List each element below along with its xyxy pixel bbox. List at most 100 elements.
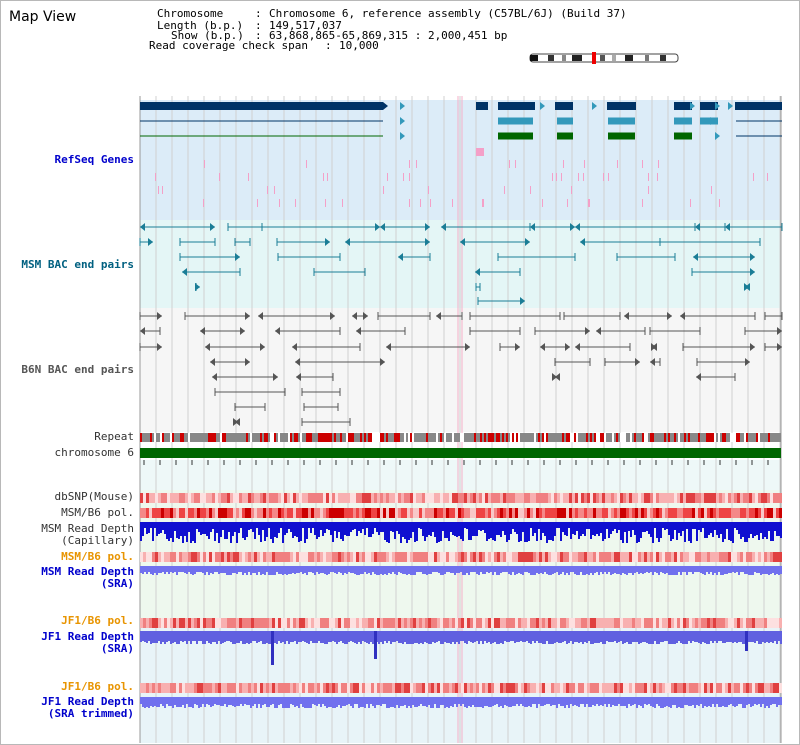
depth-bar [610, 522, 612, 534]
depth-bar [442, 631, 444, 644]
gene-exon [182, 135, 184, 137]
bac-end-marker [380, 223, 385, 231]
depth-bar [442, 522, 444, 531]
depth-bar [416, 697, 418, 707]
heatmap-cell [347, 508, 350, 518]
heatmap-cell [269, 618, 272, 628]
heatmap-cell [629, 493, 632, 503]
depth-bar [398, 631, 400, 643]
depth-bar [554, 522, 556, 536]
depth-bar [422, 522, 424, 536]
depth-bar [396, 697, 398, 705]
heatmap-cell [506, 552, 509, 562]
b6n-bac-label[interactable]: B6N BAC end pairs [21, 363, 134, 376]
heatmap-cell [362, 618, 365, 628]
heatmap-cell [779, 508, 782, 518]
bac-end-marker [667, 312, 672, 320]
heatmap-cell [149, 683, 152, 693]
heatmap-cell [341, 493, 344, 503]
gene-variant-tick [657, 173, 658, 181]
depth-bar [154, 522, 156, 528]
heatmap-cell [149, 493, 152, 503]
heatmap-cell [599, 683, 602, 693]
heatmap-cell [656, 618, 659, 628]
depth-bar [164, 697, 166, 708]
repeat-segment [546, 433, 548, 442]
heatmap-cell [479, 683, 482, 693]
repeat-segment [758, 433, 760, 442]
heatmap-cell [602, 683, 605, 693]
depth-bar [586, 697, 588, 704]
jf1-b6-pol-2-label: JF1/B6 pol. [61, 680, 134, 693]
depth-bar [162, 697, 164, 706]
depth-bar [162, 566, 164, 572]
heatmap-cell [692, 618, 695, 628]
heatmap-cell [563, 508, 566, 518]
heatmap-cell [398, 508, 401, 518]
gene-variant-tick [483, 199, 484, 207]
depth-bar [422, 566, 424, 574]
depth-bar [326, 631, 328, 644]
heatmap-cell [431, 552, 434, 562]
depth-bar [170, 522, 172, 538]
depth-bar [568, 631, 570, 643]
repeat-segment [404, 433, 406, 442]
heatmap-cell [314, 618, 317, 628]
depth-bar [586, 522, 588, 529]
heatmap-cell [752, 683, 755, 693]
heatmap-cell [593, 508, 596, 518]
heatmap-cell [473, 618, 476, 628]
heatmap-cell [650, 493, 653, 503]
depth-bar [446, 522, 448, 538]
heatmap-cell [446, 508, 449, 518]
bac-end-marker [596, 327, 601, 335]
heatmap-cell [530, 552, 533, 562]
depth-bar [644, 631, 646, 642]
heatmap-cell [254, 683, 257, 693]
heatmap-cell [305, 493, 308, 503]
heatmap-cell [587, 493, 590, 503]
heatmap-cell [257, 618, 260, 628]
heatmap-cell [479, 493, 482, 503]
depth-bar [486, 566, 488, 572]
heatmap-cell [749, 552, 752, 562]
depth-bar [648, 631, 650, 644]
depth-bar [266, 566, 268, 572]
heatmap-cell [677, 618, 680, 628]
msm-bac-label[interactable]: MSM BAC end pairs [21, 258, 134, 271]
heatmap-cell [329, 493, 332, 503]
depth-bar [670, 631, 672, 644]
heatmap-cell [350, 552, 353, 562]
heatmap-cell [506, 508, 509, 518]
heatmap-cell [173, 552, 176, 562]
heatmap-cell [176, 683, 179, 693]
heatmap-cell [656, 493, 659, 503]
depth-bar [578, 566, 580, 575]
heatmap-cell [224, 683, 227, 693]
depth-bar [498, 631, 500, 644]
refseq-genes-label[interactable]: RefSeq Genes [54, 153, 134, 166]
depth-bar [516, 522, 518, 534]
heatmap-cell [629, 552, 632, 562]
depth-bar [752, 566, 754, 575]
heatmap-cell [188, 683, 191, 693]
depth-bar [274, 566, 276, 575]
depth-bar [288, 566, 290, 574]
depth-bar [372, 566, 374, 572]
gene-exon [760, 120, 763, 122]
bac-end-marker [696, 373, 701, 381]
heatmap-cell [347, 493, 350, 503]
heatmap-cell [743, 508, 746, 518]
heatmap-cell [389, 618, 392, 628]
heatmap-cell [479, 618, 482, 628]
heatmap-cell [587, 552, 590, 562]
heatmap-cell [293, 493, 296, 503]
depth-bar [684, 566, 686, 572]
depth-bar [150, 631, 152, 644]
depth-bar [182, 566, 184, 572]
heatmap-cell [767, 618, 770, 628]
depth-bar [752, 631, 754, 642]
heatmap-cell [170, 552, 173, 562]
depth-bar [762, 697, 764, 704]
